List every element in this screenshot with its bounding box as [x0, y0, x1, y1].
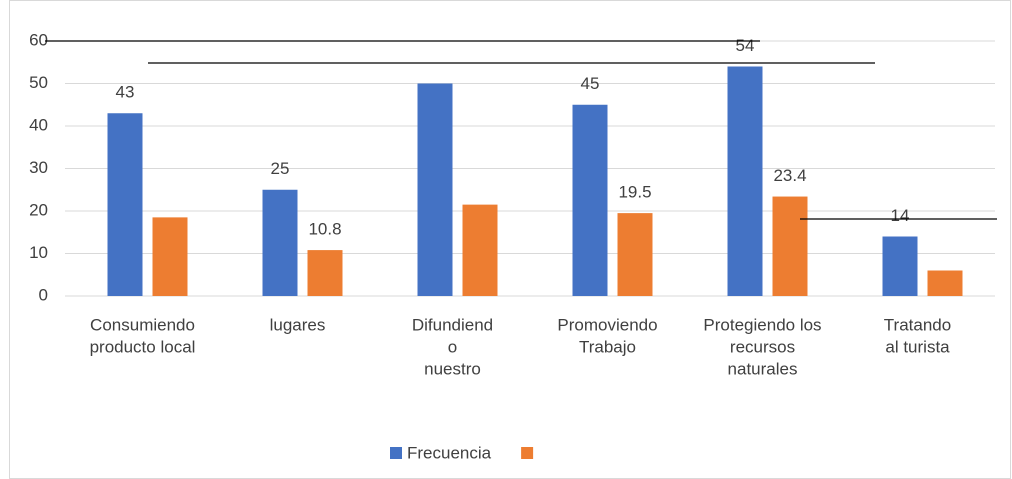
y-tick-label: 50	[29, 73, 48, 92]
x-tick-label: o	[448, 337, 457, 356]
data-label: 54	[736, 36, 755, 55]
bar	[772, 196, 808, 296]
y-tick-label: 10	[29, 243, 48, 262]
legend-swatch	[521, 447, 534, 459]
data-label: 19.5	[618, 183, 651, 202]
x-tick-label: Consumiendo	[90, 315, 195, 334]
x-tick-label: producto local	[90, 337, 196, 356]
y-tick-label: 30	[29, 158, 48, 177]
bar	[417, 83, 453, 296]
bar	[107, 113, 143, 296]
legend-label: Frecuencia	[407, 443, 492, 462]
bar	[927, 270, 963, 296]
bar	[152, 217, 188, 296]
bar	[262, 189, 298, 296]
x-tick-label: recursos	[730, 337, 795, 356]
legend-swatch	[390, 447, 402, 459]
y-tick-label: 20	[29, 200, 48, 219]
y-tick-label: 60	[29, 30, 48, 49]
x-tick-label: Tratando	[884, 315, 951, 334]
bar	[882, 236, 918, 296]
x-tick-label: Promoviendo	[557, 315, 657, 334]
y-tick-label: 0	[39, 285, 48, 304]
x-tick-label: nuestro	[424, 359, 481, 378]
data-label: 43	[116, 83, 135, 102]
x-tick-label: Protegiendo los	[703, 315, 821, 334]
x-tick-label: lugares	[270, 315, 326, 334]
y-tick-label: 40	[29, 115, 48, 134]
x-tick-label: al turista	[885, 337, 950, 356]
data-label: 23.4	[773, 166, 806, 185]
bar	[572, 104, 608, 296]
x-tick-label: naturales	[728, 359, 798, 378]
data-label: 45	[581, 74, 600, 93]
x-tick-label: Difundiend	[412, 315, 493, 334]
data-label: 25	[271, 159, 290, 178]
bar	[727, 66, 763, 296]
data-label: 14	[891, 206, 910, 225]
bar	[617, 213, 653, 296]
bar	[462, 204, 498, 296]
x-tick-label: Trabajo	[579, 337, 636, 356]
data-label: 10.8	[308, 220, 341, 239]
bar	[307, 250, 343, 296]
